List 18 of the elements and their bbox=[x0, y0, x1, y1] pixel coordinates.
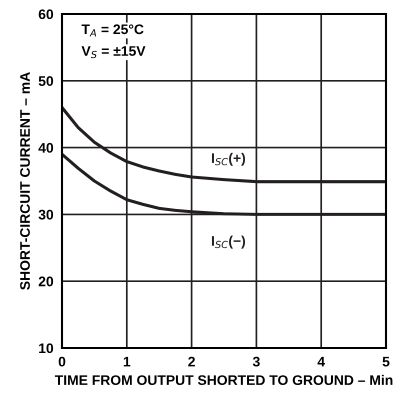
y-tick-label: 50 bbox=[38, 76, 54, 86]
series-label: I$_{SC}$(+) bbox=[212, 152, 246, 166]
series-label: I$_{SC}$(−) bbox=[212, 236, 246, 249]
x-axis-title: TIME FROM OUTPUT SHORTED TO GROUND – Min bbox=[54, 374, 392, 386]
x-tick-label: 2 bbox=[188, 356, 195, 366]
x-tick-label: 0 bbox=[58, 356, 66, 367]
y-tick-label: 10 bbox=[39, 343, 54, 354]
annotation: V$_{S}$ = ±15V bbox=[82, 46, 146, 58]
x-tick-label: 1 bbox=[124, 356, 130, 366]
x-tick-label: 4 bbox=[318, 356, 325, 366]
y-tick-label: 30 bbox=[38, 210, 54, 220]
y-axis-title: SHORT-CIRCUIT CURRENT – mA bbox=[20, 72, 30, 290]
y-tick-label: 20 bbox=[38, 276, 54, 286]
y-tick-label: 60 bbox=[38, 9, 54, 20]
x-tick-label: 3 bbox=[252, 356, 260, 367]
x-tick-label: 5 bbox=[382, 356, 390, 367]
annotation: T$_{A}$ = 25°C bbox=[82, 24, 144, 36]
y-tick-label: 40 bbox=[38, 142, 54, 153]
